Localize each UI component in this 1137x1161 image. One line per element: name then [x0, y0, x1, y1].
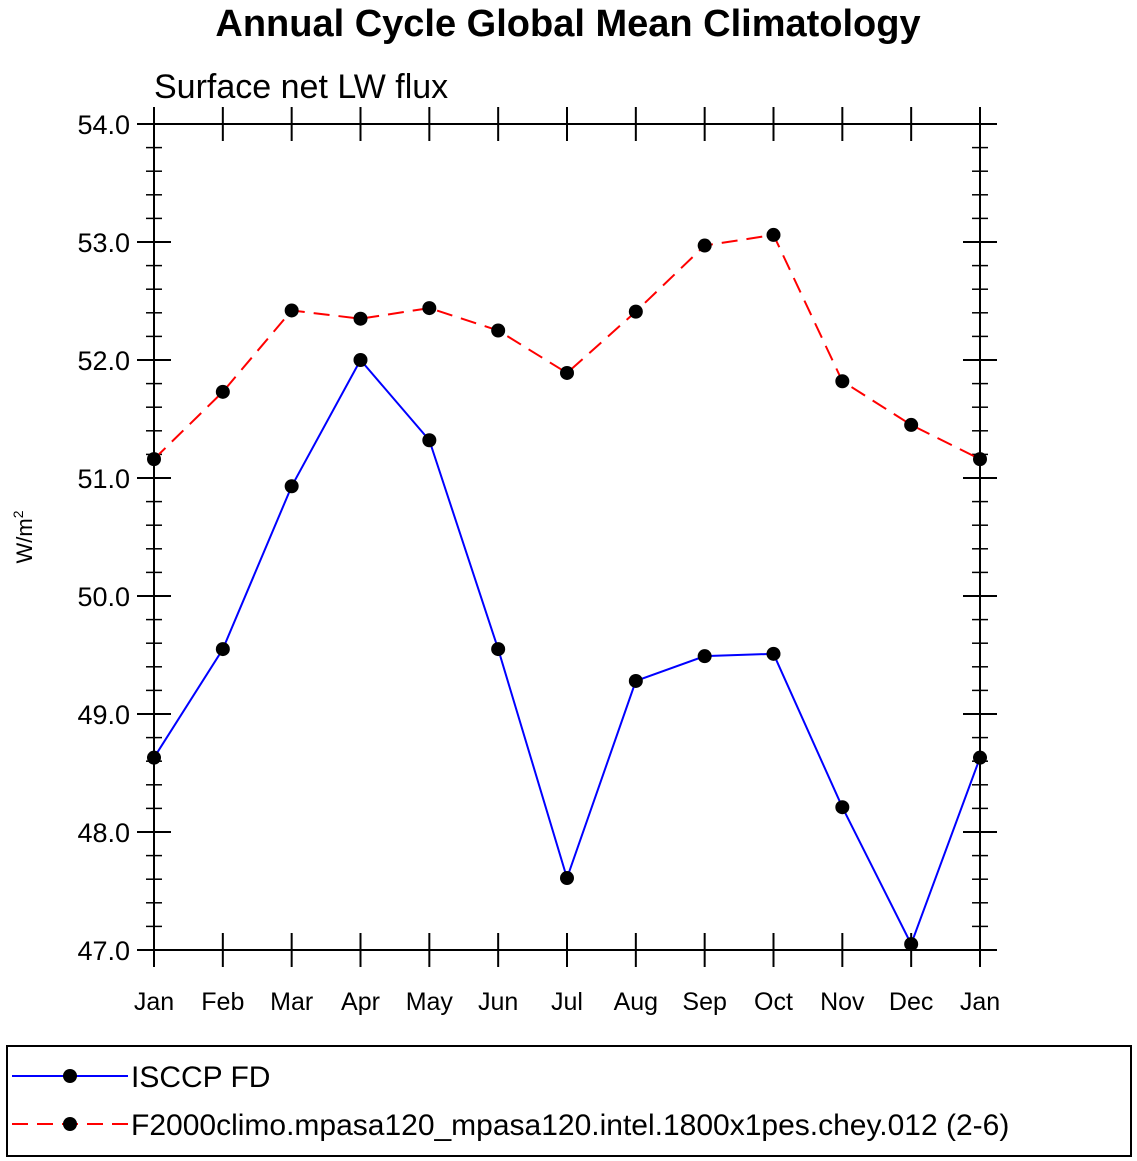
x-tick-label: Jan: [960, 988, 1000, 1016]
series-2-point: [766, 227, 781, 242]
y-tick-label: 50.0: [77, 582, 130, 612]
series-1-point: [766, 646, 781, 661]
series-1-point: [697, 649, 712, 664]
series-2-point: [904, 417, 919, 432]
legend-marker-1: [63, 1069, 77, 1083]
y-tick-label: 52.0: [77, 346, 130, 376]
x-tick-label: Jul: [551, 988, 583, 1016]
y-tick-label: 47.0: [77, 936, 130, 966]
x-tick-label: Dec: [889, 988, 933, 1016]
series-1-point: [491, 642, 506, 657]
y-tick-label: 54.0: [77, 110, 130, 140]
y-axis-label-text: W/m: [12, 518, 37, 563]
series-1-point: [353, 353, 368, 367]
series-line-2: [153, 233, 981, 461]
series-2-point: [560, 365, 574, 380]
series-2-point: [491, 323, 506, 338]
x-tick-label: Oct: [754, 988, 793, 1016]
x-tick-label: Sep: [682, 988, 726, 1016]
series-line-1: [153, 358, 981, 947]
series-2-point: [284, 303, 299, 318]
series-1-point: [628, 673, 643, 688]
y-tick-label: 48.0: [77, 818, 130, 848]
y-axis-label-superscript: 2: [10, 510, 26, 518]
series-1-point: [560, 871, 574, 886]
series-2-point: [628, 304, 643, 319]
series-2-point: [835, 374, 850, 389]
y-tick-label: 53.0: [77, 228, 130, 258]
y-tick-label: 51.0: [77, 464, 130, 494]
plot-frame: [153, 123, 981, 951]
y-tick-labels: 47.0 48.0 49.0 50.0 51.0 52.0 53.0 54.0: [77, 110, 130, 966]
series-2-point: [215, 384, 230, 399]
x-tick-label: Jan: [134, 988, 174, 1016]
series-1-point: [422, 433, 437, 448]
x-tick-labels: Jan Feb Mar Apr May Jun Jul Aug Sep Oct Nov Dec Jan: [134, 988, 1000, 1016]
series-1-point: [904, 937, 919, 952]
x-tick-label: Jun: [478, 988, 518, 1016]
minor-ticks: [146, 146, 988, 928]
chart-title: Annual Cycle Global Mean Climatology: [215, 3, 920, 45]
x-tick-label: Apr: [341, 988, 380, 1016]
x-tick-label: May: [406, 988, 454, 1016]
series-2-point: [697, 238, 712, 253]
svg-text:W/m2: W/m2: [10, 510, 37, 563]
series-1-point: [835, 800, 850, 815]
y-tick-label: 49.0: [77, 700, 130, 730]
legend-label-2: F2000climo.mpasa120_mpasa120.intel.1800x…: [131, 1109, 1009, 1142]
x-tick-label: Nov: [820, 988, 865, 1016]
legend-label-1: ISCCP FD: [131, 1061, 270, 1094]
series-2-point: [353, 311, 368, 326]
legend-marker-2: [63, 1117, 77, 1131]
series-2-point: [422, 301, 437, 316]
legend: ISCCP FD F2000climo.mpasa120_mpasa120.int…: [6, 1045, 1132, 1157]
x-tick-label: Feb: [201, 988, 244, 1016]
major-ticks: [137, 107, 997, 967]
chart-subtitle: Surface net LW flux: [154, 68, 448, 106]
x-tick-label: Aug: [614, 988, 658, 1016]
series-1-point: [284, 479, 299, 494]
legend-frame: [6, 1045, 1132, 1157]
series-layer: [147, 227, 987, 952]
x-tick-label: Mar: [270, 988, 313, 1016]
y-axis-label: W/m2: [10, 510, 37, 563]
series-1-point: [215, 642, 230, 657]
